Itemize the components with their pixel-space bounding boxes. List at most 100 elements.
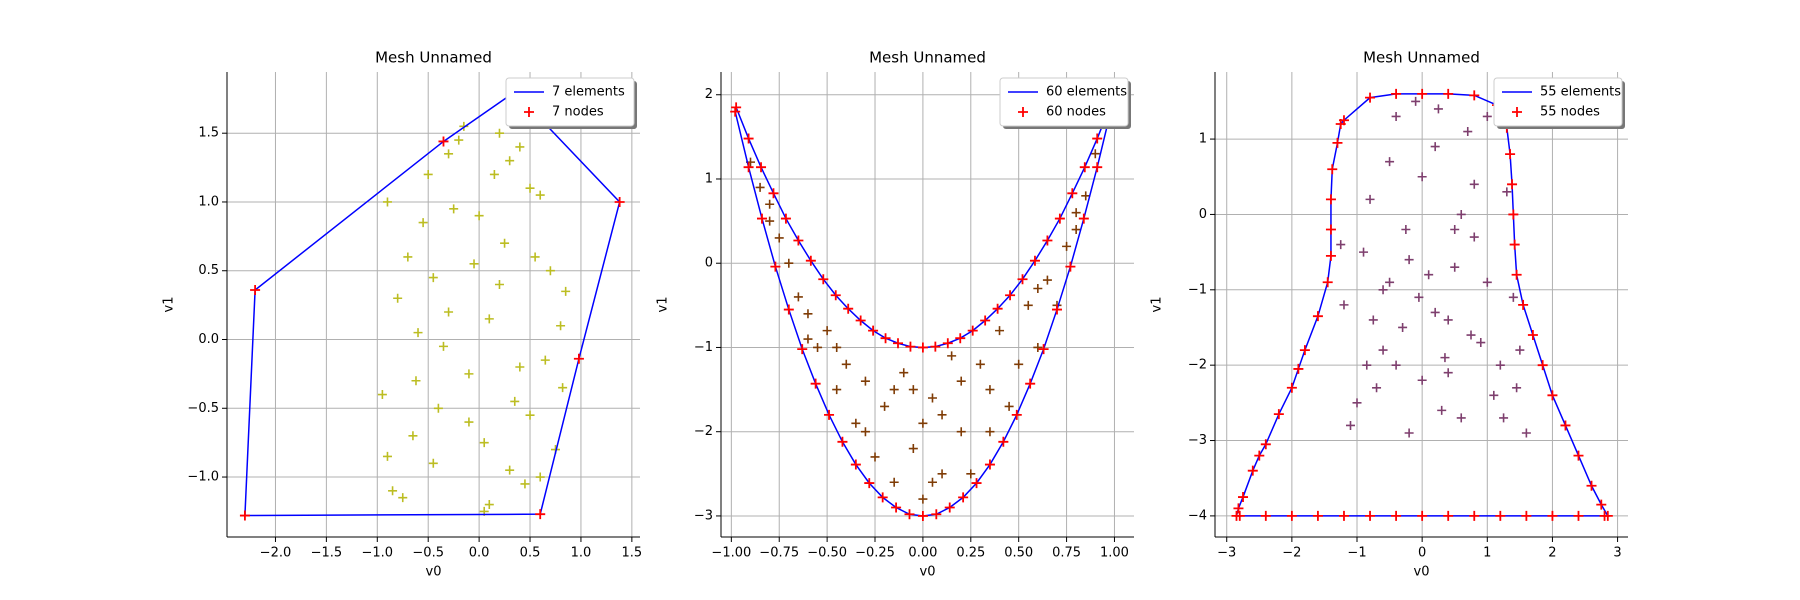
mesh-node (805, 255, 816, 266)
sample-point (382, 197, 392, 207)
sample-point (1414, 292, 1424, 302)
y-tick-label: −4 (1188, 508, 1207, 523)
sample-point (1023, 300, 1033, 310)
sample-point (1385, 277, 1395, 287)
x-tick-label: 0 (1418, 546, 1426, 561)
x-axis-label: v0 (920, 565, 936, 580)
mesh-node (1521, 510, 1532, 521)
y-tick-label: 1.5 (198, 126, 219, 141)
mesh-node (250, 284, 261, 295)
sample-point (918, 494, 928, 504)
sample-point (1033, 283, 1043, 293)
sample-point (1362, 360, 1372, 370)
mesh-node (1573, 510, 1584, 521)
sample-point (489, 169, 499, 179)
mesh-node (1365, 92, 1376, 103)
plot-area (1231, 88, 1613, 521)
sample-point (494, 128, 504, 138)
mesh-node (877, 492, 888, 503)
y-tick-label: 0 (1199, 207, 1207, 222)
mesh-node (756, 162, 767, 173)
sample-point (880, 401, 890, 411)
x-tick-label: 0.5 (520, 546, 541, 561)
sample-point (561, 286, 571, 296)
sample-point (975, 359, 985, 369)
sample-point (832, 342, 842, 352)
legend-marker (1512, 107, 1522, 117)
mesh-node (931, 509, 942, 520)
x-tick-label: 3 (1613, 546, 1621, 561)
mesh-node (1469, 510, 1480, 521)
sample-point (908, 385, 918, 395)
mesh-node (1507, 179, 1518, 190)
sample-point (377, 390, 387, 400)
sample-point (1433, 104, 1443, 114)
y-tick-label: 1 (705, 171, 713, 186)
sample-point (1443, 368, 1453, 378)
sample-point (525, 183, 535, 193)
sample-point (1368, 315, 1378, 325)
mesh-node (905, 341, 916, 352)
mesh-node (984, 459, 995, 470)
mesh-node (1511, 269, 1522, 280)
sample-point (1456, 413, 1466, 423)
mesh-node (731, 102, 742, 113)
mesh-node (1286, 510, 1297, 521)
x-tick-label: −0.5 (412, 546, 444, 561)
sample-point (433, 403, 443, 413)
sample-point (1404, 428, 1414, 438)
sample-point (530, 252, 540, 262)
sample-point (540, 355, 550, 365)
mesh-node (1299, 345, 1310, 356)
sample-point (956, 376, 966, 386)
sample-point (860, 427, 870, 437)
sample-point (545, 266, 555, 276)
sample-point (803, 309, 813, 319)
mesh-node (1495, 510, 1506, 521)
mesh-node (1273, 409, 1284, 420)
sample-point (505, 156, 515, 166)
sample-point (474, 211, 484, 221)
x-tick-label: −2.0 (260, 546, 292, 561)
x-tick-label: −3 (1217, 546, 1236, 561)
legend-label: 60 nodes (1046, 105, 1106, 120)
mesh-node (1332, 137, 1343, 148)
mesh-node (1065, 261, 1076, 272)
mesh-node (980, 315, 991, 326)
mesh-node (864, 478, 875, 489)
legend (505, 77, 635, 127)
mesh-node (917, 342, 928, 353)
plot-area (239, 86, 625, 521)
y-tick-label: 0.0 (198, 332, 219, 347)
mesh-node (1537, 360, 1548, 371)
sample-point (1004, 401, 1014, 411)
x-axis-label: v0 (426, 565, 442, 580)
y-tick-label: −1.0 (187, 470, 219, 485)
mesh-node (855, 315, 866, 326)
sample-point (956, 427, 966, 437)
sample-point (403, 252, 413, 262)
mesh-node (1325, 250, 1336, 261)
mesh-node (944, 502, 955, 513)
sample-point (1515, 345, 1525, 355)
sample-point (444, 149, 454, 159)
mesh-node (1391, 510, 1402, 521)
y-tick-label: 1.0 (198, 194, 219, 209)
plot-area (730, 102, 1116, 521)
sample-point (500, 238, 510, 248)
mesh-node (1247, 465, 1258, 476)
y-tick-label: −2 (694, 424, 713, 439)
y-tick-label: −2 (1188, 358, 1207, 373)
mesh-node (1293, 363, 1304, 374)
x-tick-label: −0.75 (759, 546, 799, 561)
sample-point (1391, 360, 1401, 370)
mesh-node (1327, 164, 1338, 175)
mesh-node (955, 333, 966, 344)
mesh-node (810, 378, 821, 389)
mesh-node (868, 325, 879, 336)
x-tick-label: 0.25 (956, 546, 985, 561)
mesh-node (1092, 162, 1103, 173)
mesh-node (768, 188, 779, 199)
